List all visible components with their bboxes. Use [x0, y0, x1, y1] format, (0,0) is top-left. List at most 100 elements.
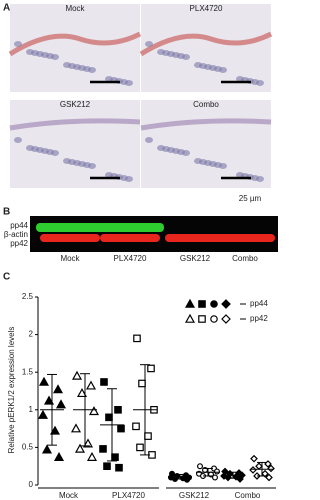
point [41, 444, 53, 454]
cell [145, 41, 153, 47]
point [82, 438, 94, 448]
point [74, 443, 86, 453]
histology-image [10, 4, 140, 92]
panel-letter: A [3, 3, 10, 14]
band-green [36, 223, 104, 232]
point [76, 388, 88, 398]
point [138, 379, 146, 388]
y-tick-label: 2.5 [22, 292, 34, 301]
point [114, 406, 122, 414]
blot-bands [36, 223, 275, 242]
point [55, 399, 67, 409]
point [261, 469, 269, 478]
cell [194, 158, 202, 164]
point [267, 464, 275, 473]
point [132, 422, 140, 431]
cell [26, 49, 34, 55]
point [249, 466, 257, 474]
cell [157, 49, 165, 55]
histology-images: Mock PLX4720 GSK212 Combo [8, 4, 273, 188]
band-red [215, 234, 275, 242]
point [38, 376, 50, 386]
point [184, 298, 196, 308]
image-label: Mock [65, 4, 85, 13]
point [197, 463, 204, 470]
histology-image [141, 100, 271, 188]
epidermis [139, 31, 273, 57]
image-label: PLX4720 [190, 4, 223, 13]
x-tick-label: Mock [59, 491, 79, 500]
panel-letter: B [3, 207, 10, 218]
x-tick-label: PLX4720 [112, 491, 145, 500]
point [49, 425, 61, 435]
image-label: Combo [193, 100, 219, 109]
band-label: β-actin [4, 230, 28, 239]
cell [157, 145, 165, 151]
lane-label: GSK212 [180, 254, 211, 263]
point [221, 314, 231, 324]
band-red [165, 234, 225, 242]
lane-label: Combo [232, 254, 258, 263]
point [224, 473, 232, 482]
cell [26, 145, 34, 151]
point [117, 424, 125, 433]
cell [236, 76, 244, 82]
band-green [96, 223, 164, 232]
point [71, 370, 83, 380]
point [210, 300, 218, 308]
cell [194, 62, 202, 68]
histology-image [10, 100, 140, 188]
panel-letter: C [3, 272, 10, 283]
point [184, 476, 191, 483]
point [43, 395, 55, 405]
point [133, 334, 141, 343]
x-tick-label: GSK212 [179, 491, 210, 500]
cell [14, 137, 22, 143]
point [214, 468, 221, 475]
cell [14, 41, 22, 47]
point [221, 299, 231, 309]
point [115, 463, 123, 472]
lane-label: Mock [60, 254, 80, 263]
band-label: pp42 [10, 239, 28, 248]
cell [105, 172, 113, 178]
point [86, 451, 98, 461]
y-tick-label: 0 [29, 480, 34, 489]
epidermis [8, 31, 142, 57]
figure: A B C Mock PLX4720 GSK212 Combo 25 µm Relat… [3, 3, 278, 500]
scale-label: 25 µm [239, 194, 262, 203]
band-red [40, 234, 100, 242]
point [198, 315, 206, 323]
point [52, 384, 64, 394]
y-tick-label: 1.5 [22, 367, 34, 376]
point [255, 462, 263, 471]
point [212, 474, 219, 481]
image-label: GSK212 [60, 100, 91, 109]
point [147, 364, 155, 373]
point [265, 473, 273, 482]
point [111, 453, 119, 461]
y-tick-label: 1 [29, 405, 34, 414]
legend-label: pp42 [250, 314, 268, 323]
epidermis [140, 118, 272, 131]
cell [63, 158, 71, 164]
point [99, 445, 107, 453]
point [70, 423, 82, 433]
legend-label: pp44 [250, 299, 268, 308]
point [85, 380, 97, 390]
point [88, 406, 100, 416]
point [103, 462, 111, 471]
y-tick-label: 2 [29, 330, 34, 339]
band-red [100, 234, 160, 242]
point [100, 378, 108, 386]
cell [145, 137, 153, 143]
cell [105, 76, 113, 82]
cell [236, 172, 244, 178]
point [250, 454, 258, 463]
cell [63, 62, 71, 68]
histology-image [141, 4, 271, 92]
point [136, 443, 144, 452]
y-axis-label: Relative pERK1/2 expression levels [7, 327, 16, 454]
x-tick-label: Combo [235, 491, 261, 500]
point [198, 300, 206, 308]
